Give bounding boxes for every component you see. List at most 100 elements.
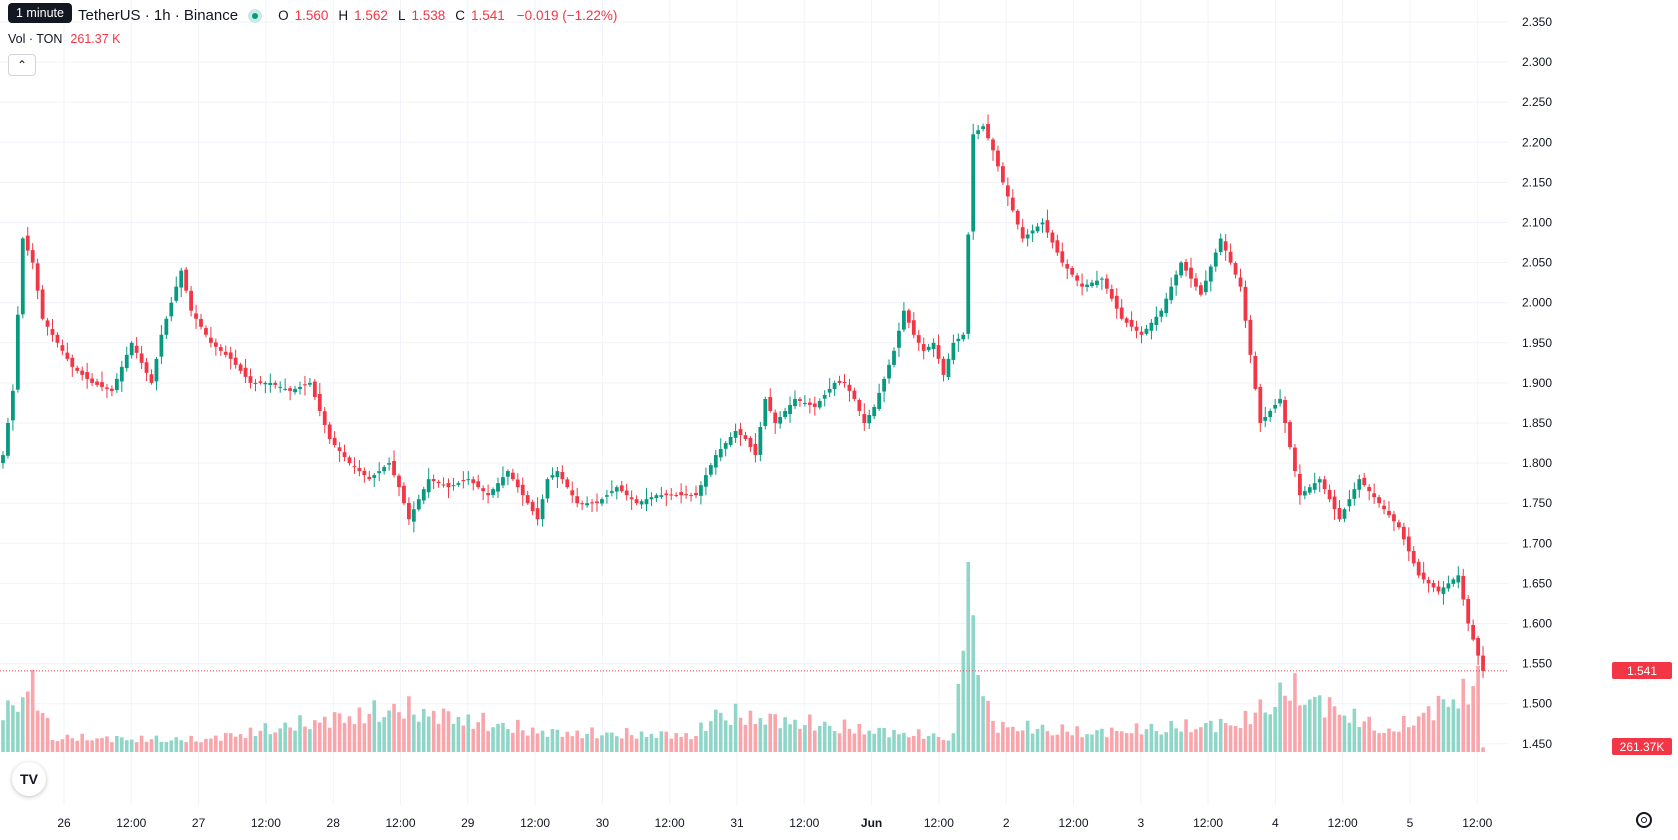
candle-body [1070, 268, 1075, 275]
volume-bar [1075, 726, 1079, 752]
candle-body [1258, 387, 1263, 423]
volume-bar [194, 741, 198, 752]
candle-body [1466, 599, 1471, 624]
candle-body [1203, 280, 1208, 293]
candle-body [243, 367, 248, 377]
candle-body [1, 455, 5, 464]
candle-body [1273, 404, 1278, 409]
candle-body [619, 485, 624, 492]
volume-bar [1392, 731, 1396, 752]
volume-bar [372, 700, 377, 752]
volume-bar [377, 721, 381, 752]
candle-body [733, 431, 738, 438]
volume-bar [506, 728, 510, 752]
volume-bar [1436, 695, 1441, 752]
volume-bar [981, 696, 985, 752]
volume-bar [273, 732, 278, 752]
candle-body [862, 414, 867, 423]
candle-body [407, 502, 411, 520]
volume-bar [421, 708, 426, 752]
candle-body [986, 124, 990, 139]
volume-bar [1179, 731, 1183, 752]
volume-bar [600, 735, 604, 752]
x-tick-label: 4 [1272, 816, 1279, 830]
collapse-legend-button[interactable]: ⌃ [8, 54, 36, 76]
candle-body [30, 250, 35, 263]
candle-body [941, 358, 946, 375]
volume-bar [1015, 731, 1020, 752]
volume-bar [629, 735, 634, 752]
candle-body [1382, 505, 1386, 510]
volume-bar [243, 737, 248, 752]
candle-body [1040, 222, 1045, 225]
volume-bar [258, 730, 263, 752]
candle-body [496, 483, 500, 492]
volume-bar [1139, 734, 1144, 752]
candle-body [1050, 232, 1055, 243]
candle-body [164, 318, 169, 335]
volume-bar [852, 733, 857, 752]
gear-icon[interactable] [1636, 812, 1652, 828]
volume-bar [808, 714, 812, 752]
volume-bar [1035, 729, 1040, 752]
volume-bar [1194, 729, 1198, 752]
candle-body [778, 416, 783, 424]
volume-bar [798, 728, 802, 752]
volume-bar [1372, 730, 1376, 752]
candle-body [1367, 486, 1372, 492]
candle-body [892, 350, 896, 365]
tradingview-logo-icon[interactable]: TV [12, 762, 46, 796]
candle-body [154, 358, 159, 382]
candle-body [585, 503, 589, 506]
volume-bar [832, 731, 837, 752]
volume-label[interactable]: Vol · TON [8, 32, 63, 46]
candle-body [283, 388, 288, 390]
volume-bar [1357, 726, 1362, 752]
volume-bar [545, 736, 550, 752]
candle-body [624, 490, 629, 496]
candle-body [743, 435, 748, 440]
volume-bar [481, 712, 485, 752]
volume-bar [1174, 728, 1178, 752]
candle-body [1243, 286, 1248, 321]
candle-body [1075, 275, 1080, 281]
time-axis[interactable]: 26 12:00 27 12:00 28 12:00 29 12:00 30 12:00 31 12:… [57, 816, 1492, 830]
y-tick-label: 1.500 [1522, 697, 1552, 711]
volume-bar [486, 730, 490, 752]
candle-body [689, 495, 693, 497]
volume-bar [590, 727, 594, 752]
volume-bar [85, 740, 89, 752]
candle-body [134, 345, 139, 353]
volume-bar [154, 735, 159, 752]
candle-body [1253, 355, 1258, 389]
symbol-title[interactable]: TetherUS · 1h · Binance [78, 7, 239, 24]
candle-body [842, 381, 847, 383]
volume-bar [21, 697, 25, 752]
volume-bar [1114, 731, 1119, 752]
candle-body [807, 402, 812, 405]
volume-bar [214, 735, 218, 752]
candle-body [1060, 251, 1065, 263]
price-axis[interactable]: 2.350 2.300 2.250 2.200 2.150 2.100 2.050 2.000… [1522, 15, 1552, 751]
volume-bar [936, 736, 941, 752]
candle-body [634, 499, 639, 504]
volume-bar [931, 733, 936, 752]
volume-bar [407, 696, 411, 752]
candle-body [1174, 274, 1179, 286]
candle-body [342, 452, 347, 458]
candle-body [35, 263, 40, 291]
volume-bar [327, 727, 332, 752]
volume-bar [1263, 712, 1268, 752]
volume-bar [555, 729, 560, 752]
candle-body [1228, 251, 1233, 263]
y-tick-label: 1.800 [1522, 456, 1552, 470]
volume-bar [392, 703, 396, 752]
volume-bar [753, 724, 758, 752]
candle-body [1456, 575, 1461, 583]
volume-bar [159, 741, 164, 752]
volume-bar [550, 729, 555, 752]
volume-bar [837, 733, 842, 752]
volume-bar [565, 731, 570, 752]
